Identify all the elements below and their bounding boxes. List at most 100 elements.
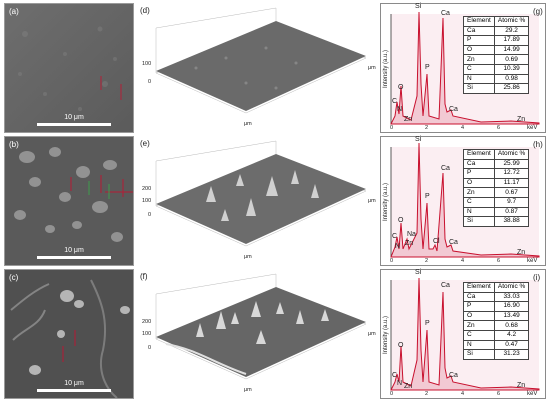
table-row: C 9.7 — [463, 196, 530, 208]
sem-texture — [5, 4, 133, 132]
panel-label-f: (f) — [140, 272, 148, 281]
table-header-element: Element — [463, 16, 495, 27]
peak-label: Cl — [433, 238, 440, 245]
x-tick: 0 — [390, 125, 394, 131]
x-tick: 4 — [461, 391, 465, 397]
table-row: N 0.98 — [463, 73, 530, 85]
eds-spectrum-h: (h) Intensity (a.u.) C N O Na Zn Si P Cl… — [380, 136, 546, 266]
peak-label: Ca — [449, 372, 458, 379]
afm-surface — [155, 140, 367, 247]
eds-spectrum-i: (i) Intensity (a.u.) C N O Zn Si P Ca Ca… — [380, 269, 546, 399]
peak-label: P — [425, 320, 430, 327]
sem-image-b: (b) 10 μm — [4, 136, 134, 266]
table-row: O 11.17 — [463, 177, 530, 189]
x-tick: 6 — [497, 391, 501, 397]
composition-table: Element Atomic % Ca 25.99 P 12.72 O 11.17 Zn… — [463, 149, 530, 227]
panel-label-a: (a) — [9, 7, 19, 16]
sem-image-c: (c) 10 μm — [4, 269, 134, 399]
x-tick: 2 — [425, 125, 429, 131]
sem-texture — [5, 137, 133, 265]
peak-label: Ca — [449, 106, 458, 113]
z-tick: 0 — [148, 212, 152, 218]
z-tick: 100 — [142, 61, 152, 67]
scale-bar — [37, 256, 111, 259]
peak-label: C — [392, 98, 398, 105]
table-header-atomic: Atomic % — [493, 282, 530, 293]
x-tick: 4 — [461, 125, 465, 131]
z-tick: 100 — [142, 198, 152, 204]
peak-label: Zn — [517, 249, 526, 256]
peak-label: C — [392, 233, 398, 240]
z-tick: 100 — [142, 331, 152, 337]
peak-label: Ca — [449, 239, 458, 246]
x-tick: 4 — [461, 258, 465, 264]
table-row: Ca 25.99 — [463, 158, 530, 170]
afm-3d-d: (d) 100 0 μm μm — [136, 3, 376, 131]
table-row: Zn 0.68 — [463, 320, 530, 331]
table-row: P 12.72 — [463, 168, 530, 179]
peak-label: Si — [415, 136, 422, 143]
y-axis-label: Intensity (a.u.) — [383, 315, 389, 354]
peak-label: P — [425, 64, 430, 71]
axis-unit: μm — [368, 331, 376, 337]
table-header-atomic: Atomic % — [493, 16, 530, 27]
axis-unit: μm — [368, 198, 376, 204]
peak-label: Na — [407, 231, 416, 238]
table-row: O 13.49 — [463, 310, 530, 322]
y-axis-label: Intensity (a.u.) — [383, 182, 389, 221]
table-row: Ca 29.2 — [463, 25, 530, 37]
peak-label: Si — [415, 269, 422, 276]
scale-bar-label: 10 μm — [64, 380, 84, 387]
x-tick: 6 — [497, 125, 501, 131]
peak-label: O — [398, 342, 404, 349]
table-row: N 0.47 — [463, 339, 530, 351]
panel-label-g: (g) — [533, 7, 543, 16]
peak-label: Zn — [404, 116, 413, 123]
table-header-atomic: Atomic % — [493, 149, 530, 160]
peak-label: N — [397, 106, 403, 113]
afm-3d-e: (e) 200 100 0 μm μm — [136, 136, 376, 264]
eds-spectrum-g: (g) Intensity (a.u.) C N O Zn Si P Ca Ca… — [380, 3, 546, 133]
axis-unit: μm — [244, 121, 252, 127]
z-tick: 0 — [148, 345, 152, 351]
z-tick: 200 — [142, 186, 152, 192]
peak-label: Ca — [441, 282, 450, 289]
peak-label: Ca — [441, 165, 450, 172]
z-tick: 200 — [142, 319, 152, 325]
panel-label-d: (d) — [140, 6, 150, 15]
peak-label: C — [392, 372, 398, 379]
peak-label: Zn — [517, 116, 526, 123]
peak-label: O — [398, 84, 404, 91]
peak-label: Si — [415, 3, 422, 10]
x-axis-unit: keV — [527, 125, 538, 131]
composition-table: Element Atomic % Ca 29.2 P 17.89 O 14.99 Zn 0… — [463, 16, 530, 94]
afm-3d-f: (f) 200 100 0 μm μm — [136, 269, 376, 397]
table-header-element: Element — [463, 149, 495, 160]
scale-bar — [37, 389, 111, 392]
x-axis-unit: keV — [527, 391, 538, 397]
peak-label: O — [398, 217, 404, 224]
table-header-element: Element — [463, 282, 495, 293]
afm-surface — [155, 7, 367, 114]
peak-label: P — [425, 193, 430, 200]
panel-label-e: (e) — [140, 139, 150, 148]
peak-label: Ca — [441, 10, 450, 17]
table-row: Si 38.88 — [463, 216, 530, 227]
peak-label: N — [395, 243, 401, 250]
table-row: P 17.89 — [463, 35, 530, 46]
peak-label: Zn — [404, 383, 413, 390]
peak-label: N — [397, 380, 403, 387]
x-tick: 0 — [390, 258, 394, 264]
table-row: C 10.39 — [463, 63, 530, 75]
peak-label: Zn — [517, 382, 526, 389]
axis-unit: μm — [244, 387, 252, 393]
peak-label: Zn — [405, 240, 414, 247]
axis-unit: μm — [368, 65, 376, 71]
table-row: N 0.87 — [463, 206, 530, 218]
afm-surface — [155, 273, 367, 380]
scale-bar — [37, 123, 111, 126]
axis-unit: μm — [244, 254, 252, 260]
panel-label-c: (c) — [9, 273, 19, 282]
table-row: P 16.90 — [463, 301, 530, 312]
sem-image-a: (a) 10 μm — [4, 3, 134, 133]
